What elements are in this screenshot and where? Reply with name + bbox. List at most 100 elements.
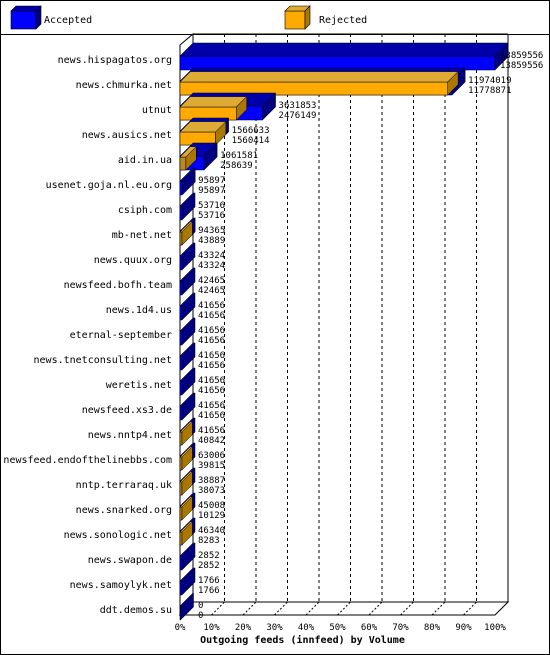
value-label-accepted: 41656 [198, 426, 225, 436]
category-label: news.swapon.de [88, 555, 172, 566]
bar-accepted-side [181, 192, 196, 221]
bar-rejected-side [185, 145, 197, 171]
x-tick-label: 0% [175, 623, 186, 633]
x-tick-label: 20% [235, 623, 252, 633]
x-tick-label: 50% [329, 623, 346, 633]
legend-accepted-label: Accepted [44, 15, 92, 26]
bar-accepted-side [181, 267, 196, 296]
floor-gridline [463, 601, 477, 616]
legend-rejected-swatch [284, 5, 311, 30]
bar-rejected [179, 495, 194, 521]
value-label-rejected: 95897 [198, 186, 225, 196]
category-label: news.samoylyk.net [70, 580, 172, 591]
bar-accepted [179, 567, 196, 596]
bar-rejected [179, 445, 194, 471]
value-label-rejected: 41656 [198, 336, 225, 346]
bar-accepted [179, 167, 196, 196]
x-tick-label: 80% [424, 623, 441, 633]
value-label-accepted: 1061581 [220, 151, 258, 161]
value-label-accepted: 0 [198, 601, 203, 611]
legend-accepted-swatch [10, 5, 42, 30]
bar-rejected-front [179, 431, 183, 446]
value-label-accepted: 41656 [198, 351, 225, 361]
floor-gridline [274, 601, 288, 616]
bar-accepted-top [179, 42, 509, 57]
floor-gridline [337, 601, 351, 616]
value-label-accepted: 53716 [198, 201, 225, 211]
value-label-accepted: 3631853 [279, 101, 317, 111]
bar-rejected [179, 420, 194, 446]
legend-accepted-swatch-front [10, 10, 37, 30]
bar-accepted-front [179, 330, 183, 346]
bar-accepted-side [494, 42, 509, 71]
bar-accepted-side [181, 392, 196, 421]
value-label-rejected: 13859556 [500, 61, 543, 71]
value-label-rejected: 41656 [198, 361, 225, 371]
value-label-accepted: 38887 [198, 476, 225, 486]
value-label-rejected: 8283 [198, 536, 220, 546]
bar-rejected-side [181, 220, 193, 246]
x-tick-label: 100% [484, 623, 506, 633]
bars [179, 42, 509, 621]
bar-rejected-side [181, 445, 193, 471]
value-label-accepted: 45008 [198, 501, 225, 511]
bar-accepted-side [181, 342, 196, 371]
x-tick-label: 30% [266, 623, 283, 633]
value-label-rejected: 258639 [220, 161, 253, 171]
bar-rejected-front [179, 456, 183, 471]
bar-accepted-front [179, 405, 183, 421]
value-label-rejected: 42465 [198, 286, 225, 296]
bar-accepted [179, 317, 196, 346]
x-tick-label: 90% [455, 623, 472, 633]
value-label-rejected: 41656 [198, 311, 225, 321]
value-label-accepted: 94365 [198, 226, 225, 236]
value-label-accepted: 2852 [198, 551, 220, 561]
bar-accepted-front [179, 205, 183, 221]
category-label: usenet.goja.nl.eu.org [46, 180, 172, 191]
category-label: news.quux.org [94, 255, 172, 266]
floor-gridline [431, 601, 446, 616]
category-label: news.hispagatos.org [58, 55, 172, 66]
floor-gridline [242, 601, 257, 616]
bar-rejected-side [181, 470, 193, 496]
value-label-rejected: 41656 [198, 386, 225, 396]
value-label-accepted: 42465 [198, 276, 225, 286]
category-label: eternal-september [70, 330, 172, 341]
x-axis: 0% 10% 20% 30% 40% 50% 60% 70% 80% 90% 100% Outgoin… [175, 623, 507, 646]
bar-accepted [179, 192, 196, 221]
value-label-accepted: 41656 [198, 376, 225, 386]
floor-gridline [368, 601, 383, 616]
x-tick-label: 10% [203, 623, 220, 633]
value-label-rejected: 39815 [198, 461, 225, 471]
value-label-accepted: 43324 [198, 251, 225, 261]
value-label-rejected: 38073 [198, 486, 225, 496]
bar-accepted-front [179, 255, 183, 271]
category-label: ddt.demos.su [100, 605, 172, 616]
value-label-rejected: 41656 [198, 411, 225, 421]
value-label-rejected: 43324 [198, 261, 225, 271]
value-label-rejected: 53716 [198, 211, 225, 221]
category-labels: news.hispagatos.org news.chmurka.net utnut… [3, 55, 172, 616]
category-label: news.ausics.net [82, 130, 172, 141]
bar-accepted-side [181, 317, 196, 346]
bar-rejected [179, 95, 248, 121]
bar-rejected [179, 520, 194, 546]
x-tick-label: 60% [361, 623, 378, 633]
category-label: weretis.net [106, 380, 172, 391]
bar-accepted-side [181, 167, 196, 196]
bar-accepted-front [179, 305, 183, 321]
bar-rejected-front [179, 531, 183, 546]
bar-rejected-front [179, 231, 183, 246]
bar-accepted [179, 242, 196, 271]
bar-rejected-front [179, 156, 187, 171]
category-label: news.tnetconsulting.net [34, 355, 172, 366]
bar-accepted-side [262, 92, 276, 121]
category-label: newsfeed.xs3.de [82, 405, 172, 416]
category-label: csiph.com [118, 205, 172, 216]
bar-accepted [179, 592, 195, 621]
floor-gridline [211, 601, 225, 616]
bar-accepted-side [181, 542, 196, 571]
floor-gridline [305, 601, 320, 616]
bar-rejected-side [215, 120, 227, 146]
